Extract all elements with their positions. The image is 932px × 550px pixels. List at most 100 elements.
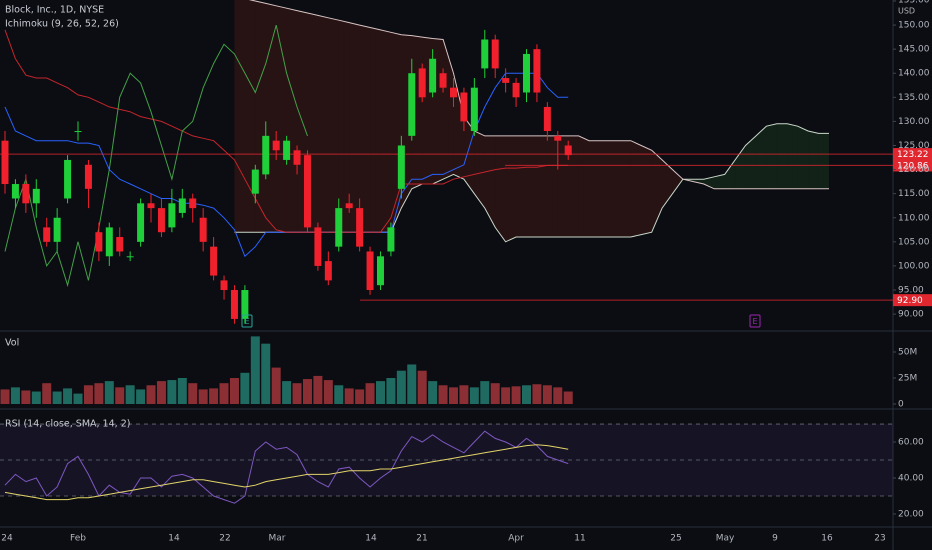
candle-body (210, 246, 218, 276)
volume-bar (522, 385, 531, 404)
candle-body (303, 155, 311, 228)
candle-body (43, 227, 51, 242)
volume-bar (323, 380, 333, 404)
candle-body (564, 145, 572, 156)
cloud-fill (265, 3, 277, 233)
y-tick-label: 50M (898, 347, 917, 357)
candle-body (502, 78, 510, 83)
volume-bar (136, 389, 146, 404)
x-tick-label: Mar (269, 534, 286, 544)
candle-body (199, 217, 207, 242)
cloud-fill (244, 0, 256, 233)
volume-title: Vol (5, 338, 19, 349)
candle-body (53, 217, 61, 242)
candle-body (293, 150, 301, 165)
candle-body (512, 82, 520, 98)
candle-body (84, 164, 92, 189)
volume-bar (396, 370, 406, 404)
candle-body (449, 87, 457, 98)
candle-body (220, 280, 228, 291)
volume-bar (344, 388, 354, 404)
volume-bar (438, 385, 448, 404)
cloud-fill (526, 135, 537, 238)
candle-body (408, 73, 416, 136)
x-tick-label: 22 (219, 534, 230, 544)
earnings-marker (749, 314, 761, 328)
volume-bar (83, 385, 93, 404)
candle-body (356, 208, 364, 247)
volume-bar (229, 377, 239, 404)
volume-bar (480, 381, 490, 404)
indicator-line (4, 24, 308, 288)
volume-bar (448, 387, 458, 404)
cloud-fill (568, 135, 579, 238)
y-tick-label: 25M (898, 373, 917, 383)
volume-bar (31, 391, 41, 404)
cloud-fill (547, 135, 558, 238)
candle-body (1, 140, 9, 185)
candle-body (241, 290, 249, 319)
y-tick-label: 125.00 (898, 141, 930, 151)
candle-body (345, 203, 353, 209)
cloud-fill (620, 140, 631, 238)
cloud-fill (808, 131, 819, 189)
candle-body (554, 135, 562, 141)
candle-body (178, 198, 186, 213)
candle-body (376, 256, 384, 286)
cloud-fill (557, 135, 569, 238)
volume-bar (542, 385, 552, 404)
cloud-fill (641, 145, 652, 235)
volume-bar (313, 375, 323, 404)
volume-bar (428, 381, 438, 404)
volume-bar (386, 377, 396, 404)
price-pane (0, 0, 893, 324)
volume-bar (104, 381, 114, 404)
volume-bar (501, 387, 511, 404)
y-tick-label: 95.00 (898, 286, 924, 296)
cloud-fill (599, 140, 610, 238)
y-tick-label: 105.00 (898, 237, 930, 247)
y-tick-label: 60.00 (898, 438, 924, 448)
volume-bar (375, 381, 385, 404)
x-tick-label: 9 (772, 534, 778, 544)
volume-bar (94, 383, 104, 404)
earnings-label: E (244, 317, 249, 326)
volume-bar (490, 383, 500, 404)
cloud-fill (578, 135, 590, 238)
candle-body (168, 203, 176, 228)
cloud-fill (536, 135, 548, 238)
volume-bar (125, 385, 135, 404)
cloud-fill (234, 0, 245, 233)
candle-body (137, 203, 145, 242)
y-tick-label: 110.00 (898, 213, 930, 223)
indicator-title: Ichimoku (9, 26, 52, 26) (5, 19, 119, 30)
volume-bar (365, 383, 375, 404)
volume-bar (459, 385, 469, 404)
volume-bar (282, 381, 292, 404)
volume-bar (355, 389, 365, 404)
cloud-fill (589, 140, 600, 238)
indicator-line (4, 29, 569, 233)
y-tick-label: 150.00 (898, 21, 930, 31)
x-tick-label: 11 (574, 534, 585, 544)
candle-body (418, 68, 426, 98)
volume-bar (334, 385, 344, 404)
cloud-fill (255, 0, 266, 233)
cloud-fill (505, 135, 517, 242)
volume-bar (511, 386, 521, 404)
earnings-label: E (752, 317, 757, 326)
candle-body (64, 159, 72, 199)
rsi-line (4, 444, 569, 501)
x-tick-label: Feb (70, 534, 86, 544)
candle-body (429, 58, 437, 93)
volume-bar (146, 385, 156, 404)
cloud-fill (609, 140, 621, 238)
price-badge (893, 294, 932, 307)
cloud-fill (349, 22, 360, 233)
y-tick-label: 100.00 (898, 261, 930, 271)
cloud-fill (672, 169, 683, 194)
candle-body (523, 53, 530, 93)
volume-bar (177, 377, 187, 404)
